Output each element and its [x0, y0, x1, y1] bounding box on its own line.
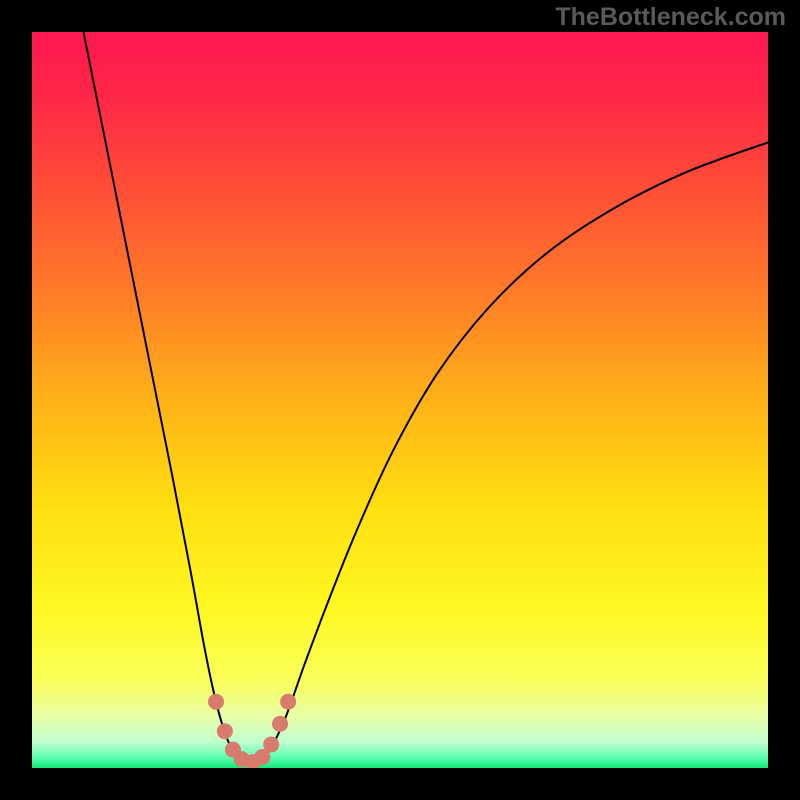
bottleneck-curve-chart	[32, 32, 768, 768]
chart-container: TheBottleneck.com	[0, 0, 800, 800]
gradient-background	[32, 32, 768, 768]
curve-marker	[280, 694, 296, 710]
curve-marker	[263, 736, 279, 752]
watermark-label: TheBottleneck.com	[555, 3, 786, 32]
curve-marker	[272, 716, 288, 732]
curve-marker	[208, 694, 224, 710]
curve-marker	[217, 723, 233, 739]
